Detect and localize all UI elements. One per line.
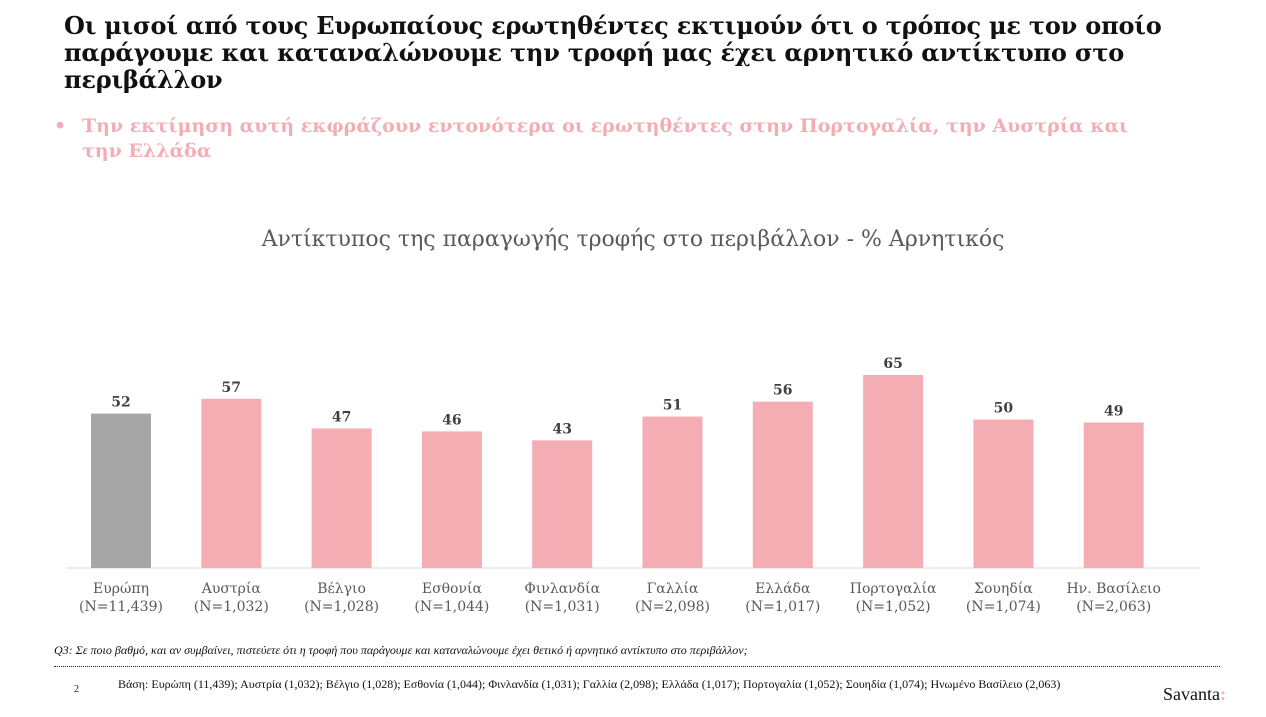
page-number: 2 [74,684,79,695]
bar-2 [311,428,372,568]
bar-6 [752,401,813,568]
bar-4 [532,440,593,568]
bar-9 [1083,422,1144,568]
sample-size-label-2: (N=1,028) [304,599,379,615]
category-label-8: Σουηδία [974,580,1033,597]
bar-5 [642,416,703,568]
subtitle-bullet-point: • Την εκτίμηση αυτή εκφράζουν εντονότερα… [54,114,1174,164]
value-label-6: 56 [773,383,792,399]
bar-3 [421,431,482,568]
category-label-1: Αυστρία [201,580,262,597]
page-title: Οι μισοί από τους Ευρωπαίους ερωτηθέντες… [64,11,1162,94]
sample-size-label-9: (N=2,063) [1076,599,1151,615]
category-label-5: Γαλλία [647,580,699,597]
brand-name: Savanta [1163,684,1220,704]
value-label-5: 51 [663,398,682,414]
brand-logo: Savanta: [1163,684,1226,705]
dotted-divider [54,666,1220,667]
bullet-icon: • [54,115,67,137]
sample-size-label-5: (N=2,098) [635,599,710,615]
category-label-6: Ελλάδα [755,581,811,597]
category-label-9: Ην. Βασίλειο [1066,580,1160,597]
bar-8 [973,419,1034,568]
base-note: Βάση: Ευρώπη (11,439); Αυστρία (1,032); … [118,677,1061,691]
subtitle-text: Την εκτίμηση αυτή εκφράζουν εντονότερα ο… [82,115,1129,162]
sample-size-label-0: (N=11,439) [79,599,163,615]
category-label-4: Φινλανδία [524,580,600,597]
survey-question: Q3: Σε ποιο βαθμό, και αν συμβαίνει, πισ… [54,643,748,657]
sample-size-label-7: (N=1,052) [856,599,931,615]
chart-title: Αντίκτυπος της παραγωγής τροφής στο περι… [261,227,1005,252]
sample-size-label-3: (N=1,044) [414,599,489,615]
value-label-8: 50 [994,401,1014,417]
value-label-7: 65 [883,356,902,372]
sample-size-label-8: (N=1,074) [966,599,1041,615]
value-label-9: 49 [1104,404,1123,420]
value-label-0: 52 [111,395,130,411]
bar-chart: 52 Ευρώπη (N=11,439) 57 Αυστρία (N=1,032) 47 Βέ… [66,356,1200,615]
category-label-3: Εσθονία [422,580,483,597]
category-label-0: Ευρώπη [93,581,149,597]
category-label-7: Πορτογαλία [850,580,937,597]
value-label-4: 43 [552,421,571,437]
bar-0 [91,413,151,568]
bar-7 [863,375,924,568]
value-label-3: 46 [442,412,461,428]
sample-size-label-6: (N=1,017) [745,599,820,615]
brand-mark: : [1220,684,1226,704]
value-label-1: 57 [222,380,241,396]
sample-size-label-1: (N=1,032) [194,599,269,615]
bar-1 [201,398,262,568]
value-label-2: 47 [332,409,351,425]
sample-size-label-4: (N=1,031) [525,599,600,615]
category-label-2: Βέλγιο [317,580,366,597]
